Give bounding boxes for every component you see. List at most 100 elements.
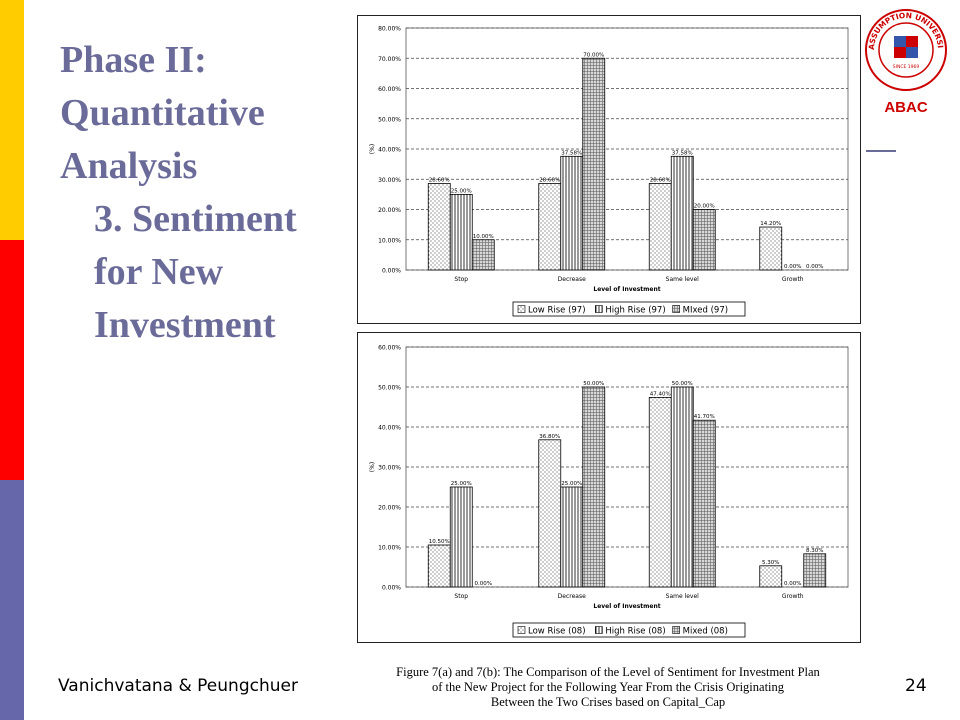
- x-tick-label: Stop: [454, 593, 468, 600]
- title-line-4: 3. Sentiment: [94, 198, 297, 240]
- y-tick-label: 20.00%: [378, 207, 401, 214]
- bar-high-rise-08-same-level: [670, 386, 694, 588]
- bar-high-rise-08-stop: [449, 486, 473, 588]
- data-label: 41.70%: [694, 414, 715, 420]
- data-label: 10.00%: [473, 234, 494, 240]
- data-label: 28.60%: [650, 177, 671, 183]
- data-label: 20.00%: [694, 204, 715, 210]
- bar-mixed-08-growth: [803, 553, 827, 588]
- data-label: 0.00%: [784, 264, 801, 270]
- bar-mixed-08-decrease: [582, 386, 606, 588]
- data-label: 37.58%: [561, 150, 582, 156]
- bar-low-rise-97-decrease: [538, 183, 562, 271]
- data-label: 37.58%: [672, 150, 693, 156]
- y-tick-label: 50.00%: [378, 385, 401, 392]
- y-tick-label: 70.00%: [378, 56, 401, 63]
- bar-low-rise-08-same-level: [648, 397, 672, 588]
- sidebar-red-segment: [0, 240, 24, 480]
- bar-low-rise-08-decrease: [538, 439, 562, 588]
- data-label: 0.00%: [475, 581, 492, 587]
- title-line-1: Phase II:: [60, 39, 207, 81]
- caption-line-1: Figure 7(a) and 7(b): The Comparison of …: [396, 665, 820, 679]
- x-tick-label: Decrease: [558, 276, 586, 283]
- data-label: 28.60%: [429, 177, 450, 183]
- y-tick-label: 50.00%: [378, 116, 401, 123]
- bar-high-rise-97-decrease: [560, 155, 584, 271]
- x-tick-label: Same level: [666, 276, 700, 283]
- chart-7a-svg: 0.00% 10.00% 20.00% 30.00% 40.00% 50.00% 60.00…: [369, 26, 849, 317]
- legend-label: Low Rise (08): [528, 627, 586, 637]
- legend-swatch: [595, 626, 603, 634]
- y-tick-label: 0.00%: [382, 585, 401, 592]
- data-label: 0.00%: [784, 581, 801, 587]
- legend-swatch: [517, 305, 526, 313]
- y-tick-label: 40.00%: [378, 425, 401, 432]
- x-tick-label: Growth: [782, 593, 804, 600]
- data-label: 25.00%: [561, 481, 582, 487]
- bar-low-rise-08-growth: [759, 565, 783, 588]
- data-label: 28.60%: [539, 177, 560, 183]
- x-tick-label: Growth: [782, 276, 804, 283]
- caption-line-2: of the New Project for the Following Yea…: [431, 680, 785, 694]
- logo-divider: [866, 150, 896, 152]
- data-label: 50.00%: [672, 381, 693, 387]
- legend-box: [512, 622, 746, 638]
- y-tick-label: 0.00%: [382, 268, 401, 275]
- university-seal-logo: ASSUMPTION UNIVERSITY OF THAILAND SINCE …: [864, 6, 947, 116]
- legend-label: High Rise (08): [605, 627, 665, 637]
- bar-low-rise-97-growth: [759, 226, 783, 271]
- chart-7b-svg: 0.00% 10.00% 20.00% 30.00% 40.00% 50.00% 60.00…: [369, 345, 849, 638]
- legend-swatch: [672, 305, 680, 313]
- x-tick-label: Same level: [666, 593, 700, 600]
- bar-low-rise-08-stop: [427, 544, 451, 588]
- legend-swatch: [672, 626, 680, 634]
- y-axis-label: (%): [369, 144, 376, 154]
- x-axis-label: Level of Investment: [593, 286, 660, 293]
- slide-title: Phase II: Quantitative Analysis 3. Senti…: [60, 34, 360, 352]
- y-tick-label: 60.00%: [378, 86, 401, 93]
- x-tick-label: Decrease: [558, 593, 586, 600]
- bar-mixed-97-stop: [471, 239, 495, 271]
- y-tick-label: 30.00%: [378, 177, 401, 184]
- bar-high-rise-97-same-level: [670, 155, 694, 271]
- seal-year: SINCE 1969: [893, 64, 920, 70]
- data-label: 14.20%: [760, 221, 781, 227]
- title-line-3: Analysis: [60, 145, 198, 187]
- title-line-6: Investment: [94, 304, 276, 346]
- bar-high-rise-97-stop: [449, 193, 473, 271]
- data-label: 47.40%: [650, 391, 671, 397]
- data-label: 8.30%: [806, 548, 823, 554]
- sidebar-stripe: [0, 0, 24, 720]
- footer-author: Vanichvatana & Peungchuer: [58, 676, 298, 696]
- legend-swatch: [595, 305, 603, 313]
- title-line-5: for New: [94, 251, 224, 293]
- page-number: 24: [905, 676, 927, 696]
- title-line-2: Quantitative: [60, 92, 265, 134]
- bar-low-rise-97-same-level: [648, 183, 672, 271]
- data-label: 10.50%: [429, 539, 450, 545]
- bar-low-rise-97-stop: [427, 183, 451, 271]
- data-label: 0.00%: [806, 264, 823, 270]
- data-label: 25.00%: [451, 481, 472, 487]
- bar-mixed-08-same-level: [692, 419, 716, 588]
- legend-label: High Rise (97): [605, 306, 665, 316]
- data-label: 50.00%: [583, 381, 604, 387]
- figure-caption: Figure 7(a) and 7(b): The Comparison of …: [358, 665, 858, 710]
- y-tick-label: 80.00%: [378, 26, 401, 33]
- abac-wordmark: ABAC: [884, 99, 927, 116]
- y-tick-label: 60.00%: [378, 345, 401, 352]
- data-label: 36.80%: [539, 434, 560, 440]
- y-tick-label: 30.00%: [378, 465, 401, 472]
- bar-mixed-97-decrease: [582, 57, 606, 271]
- legend-label: Mixed (08): [683, 627, 728, 637]
- y-tick-label: 10.00%: [378, 545, 401, 552]
- caption-line-3: Between the Two Crises based on Capital_…: [490, 695, 726, 709]
- legend-box: [512, 301, 746, 317]
- legend-swatch: [517, 626, 526, 634]
- bar-mixed-97-same-level: [692, 209, 716, 271]
- sidebar-yellow-segment: [0, 0, 24, 240]
- data-label: 5.30%: [762, 560, 779, 566]
- y-tick-label: 40.00%: [378, 147, 401, 154]
- y-tick-label: 10.00%: [378, 237, 401, 244]
- legend-label: MIxed (97): [683, 306, 728, 316]
